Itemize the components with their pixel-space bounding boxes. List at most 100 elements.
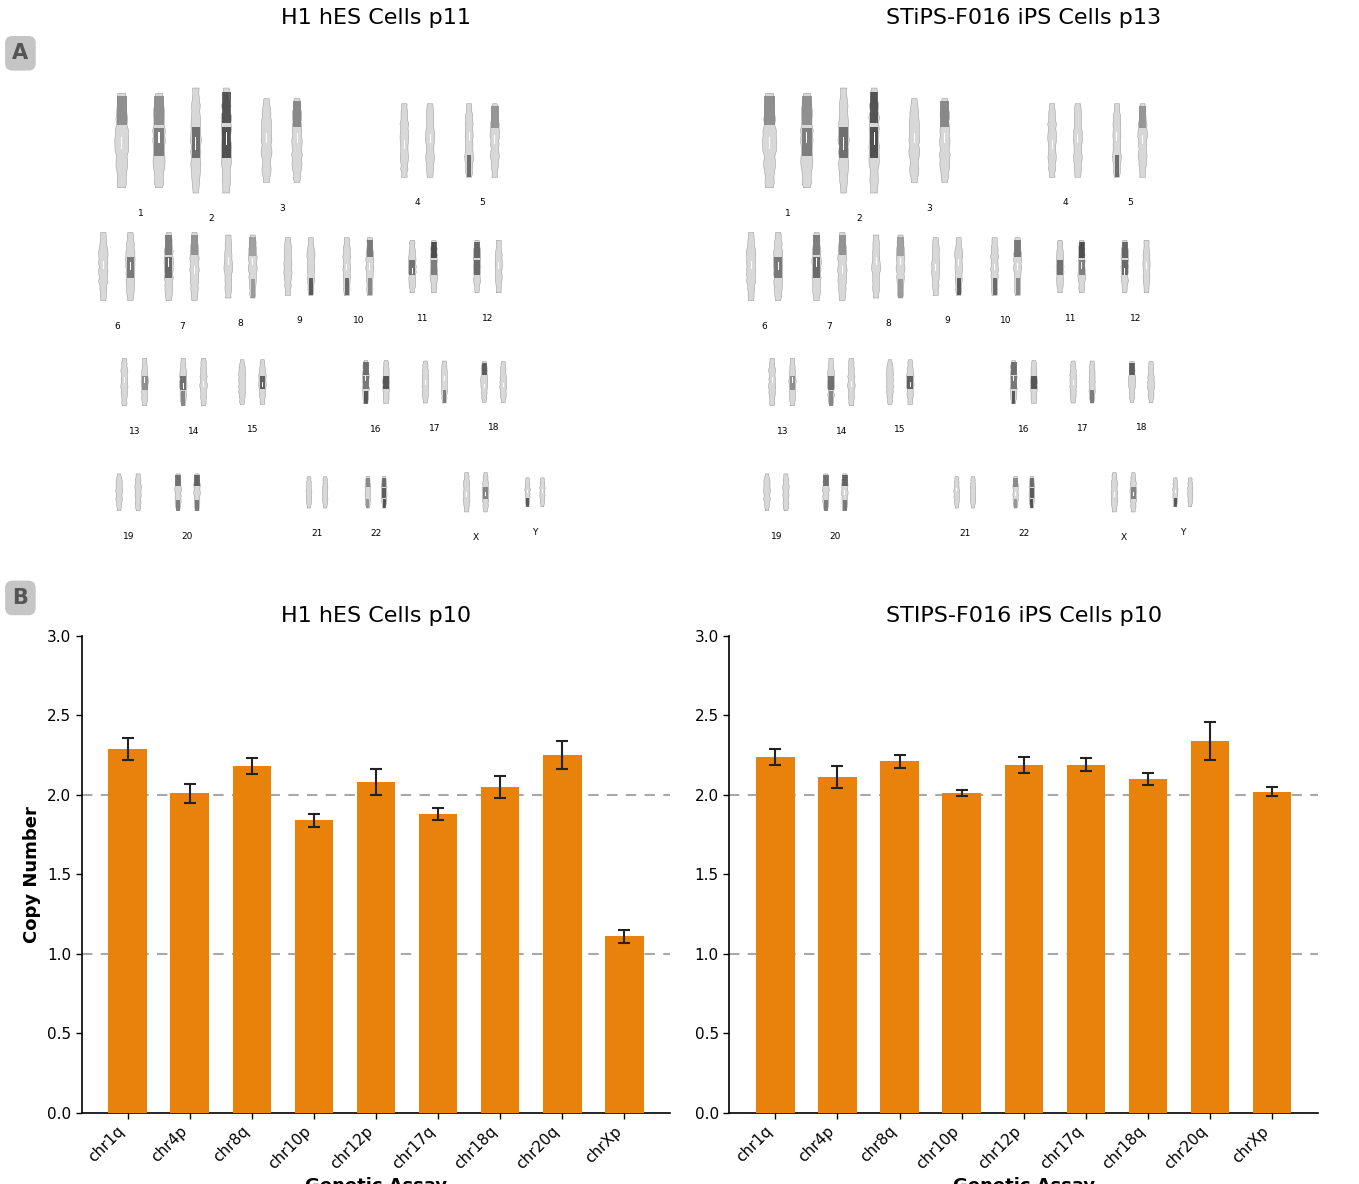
Text: B: B (12, 588, 29, 607)
Polygon shape (870, 91, 878, 123)
Polygon shape (474, 259, 480, 275)
Polygon shape (1079, 259, 1084, 275)
Text: 7: 7 (179, 322, 185, 330)
Polygon shape (896, 234, 905, 298)
Text: 9: 9 (945, 316, 950, 326)
Polygon shape (1089, 361, 1095, 403)
Bar (605, 937, 644, 1113)
X-axis label: Genetic Assay: Genetic Assay (304, 1177, 447, 1184)
Polygon shape (1056, 240, 1064, 292)
Text: 4: 4 (414, 198, 420, 207)
Polygon shape (871, 234, 881, 298)
Polygon shape (841, 474, 848, 510)
Polygon shape (421, 361, 429, 403)
Polygon shape (1121, 259, 1128, 275)
Polygon shape (1129, 472, 1137, 511)
Polygon shape (813, 257, 821, 278)
Text: 3: 3 (279, 204, 284, 212)
Bar (481, 787, 519, 1113)
Polygon shape (116, 474, 122, 510)
Polygon shape (1030, 498, 1033, 508)
Polygon shape (250, 279, 255, 298)
Polygon shape (886, 360, 893, 404)
Polygon shape (381, 476, 387, 508)
Polygon shape (482, 487, 488, 498)
Polygon shape (363, 360, 370, 404)
Polygon shape (1012, 476, 1018, 508)
Polygon shape (249, 237, 257, 256)
Polygon shape (931, 238, 940, 295)
Polygon shape (383, 498, 386, 508)
Polygon shape (813, 234, 821, 255)
Text: 17: 17 (1076, 424, 1089, 433)
Polygon shape (500, 361, 507, 403)
Text: 10: 10 (1000, 316, 1012, 326)
Polygon shape (939, 98, 950, 182)
Text: 18: 18 (488, 424, 500, 432)
Polygon shape (773, 232, 783, 301)
Bar (881, 761, 919, 1113)
Polygon shape (429, 240, 438, 292)
Polygon shape (308, 278, 313, 295)
Polygon shape (1173, 478, 1178, 507)
Polygon shape (117, 96, 128, 124)
Polygon shape (141, 359, 148, 406)
Polygon shape (1074, 104, 1082, 178)
Text: 14: 14 (836, 426, 847, 436)
Title: H1 hES Cells p11: H1 hES Cells p11 (281, 8, 472, 28)
Text: 12: 12 (1129, 314, 1142, 323)
Polygon shape (991, 238, 999, 295)
Polygon shape (1121, 240, 1129, 292)
Polygon shape (431, 242, 438, 258)
Polygon shape (383, 377, 389, 390)
Polygon shape (525, 478, 530, 507)
Text: 19: 19 (122, 532, 135, 541)
X-axis label: Genetic Assay: Genetic Assay (953, 1177, 1095, 1184)
Bar (756, 757, 795, 1113)
Polygon shape (363, 362, 368, 375)
Text: A: A (12, 44, 29, 63)
Polygon shape (746, 232, 756, 301)
Text: 9: 9 (296, 316, 302, 326)
Polygon shape (1079, 242, 1084, 258)
Title: STIPS-F016 iPS Cells p10: STIPS-F016 iPS Cells p10 (886, 606, 1162, 626)
Polygon shape (366, 477, 370, 487)
Polygon shape (222, 127, 231, 157)
Polygon shape (366, 238, 374, 295)
Polygon shape (292, 102, 302, 127)
Polygon shape (222, 88, 231, 193)
Polygon shape (954, 476, 959, 508)
Polygon shape (481, 361, 488, 403)
Polygon shape (192, 127, 200, 157)
Polygon shape (1029, 476, 1034, 508)
Polygon shape (802, 128, 813, 156)
Polygon shape (908, 377, 913, 390)
Bar (295, 821, 333, 1113)
Polygon shape (366, 476, 371, 508)
Polygon shape (1129, 363, 1135, 375)
Bar (1253, 792, 1291, 1113)
Text: 15: 15 (894, 425, 906, 435)
Bar (1004, 765, 1044, 1113)
Text: 18: 18 (1136, 424, 1147, 432)
Polygon shape (194, 475, 200, 487)
Polygon shape (135, 474, 141, 510)
Polygon shape (408, 240, 416, 292)
Polygon shape (769, 359, 776, 406)
Text: 2: 2 (856, 214, 862, 223)
Text: X: X (473, 533, 480, 542)
Polygon shape (870, 127, 878, 157)
Polygon shape (843, 500, 847, 510)
Bar (818, 777, 856, 1113)
Polygon shape (1188, 478, 1193, 507)
Polygon shape (1139, 107, 1146, 128)
Polygon shape (1014, 477, 1018, 487)
Polygon shape (307, 238, 315, 295)
Text: 5: 5 (480, 198, 485, 207)
Polygon shape (1030, 477, 1034, 487)
Polygon shape (897, 237, 904, 256)
Polygon shape (1131, 487, 1136, 498)
Text: 4: 4 (1063, 198, 1068, 207)
Polygon shape (992, 278, 996, 295)
Polygon shape (121, 359, 128, 406)
